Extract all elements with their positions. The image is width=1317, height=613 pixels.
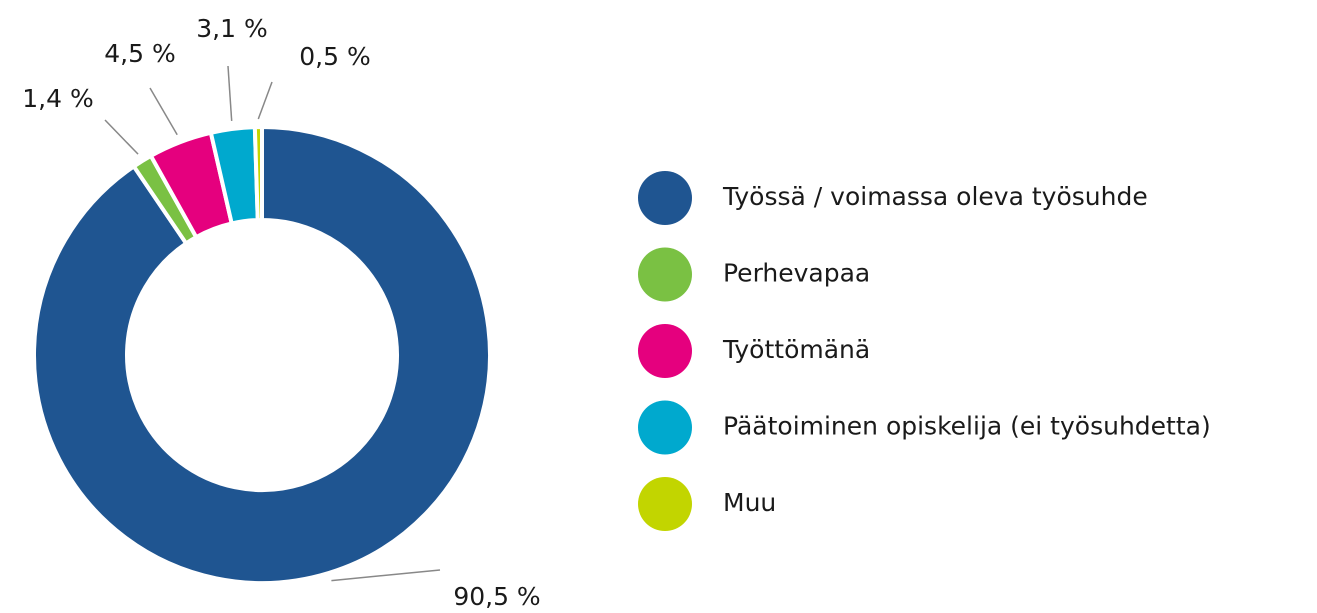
legend-swatch [638,247,692,302]
slice [252,124,264,223]
legend-label: Muu [723,488,776,517]
legend-label: Työssä / voimassa oleva työsuhde [722,182,1148,211]
data-label: 90,5 % [453,582,540,611]
legend-swatch [638,400,692,455]
legend-label: Päätoiminen opiskelija (ei työsuhdetta) [723,412,1211,441]
leader-line [227,65,233,122]
slice [32,124,492,585]
data-label: 1,4 % [22,84,93,113]
legend-swatch [638,171,692,225]
legend-label: Perhevapaa [723,259,870,288]
leader-line [149,87,178,136]
data-label: 4,5 % [104,39,175,68]
data-label: 3,1 % [196,14,267,43]
legend-swatch [638,324,692,378]
data-label: 0,5 % [299,42,370,71]
leader-line [331,569,441,582]
leader-line [104,119,139,155]
leader-line [257,81,273,120]
legend-label: Työttömänä [722,335,870,364]
legend-swatch [638,477,692,531]
